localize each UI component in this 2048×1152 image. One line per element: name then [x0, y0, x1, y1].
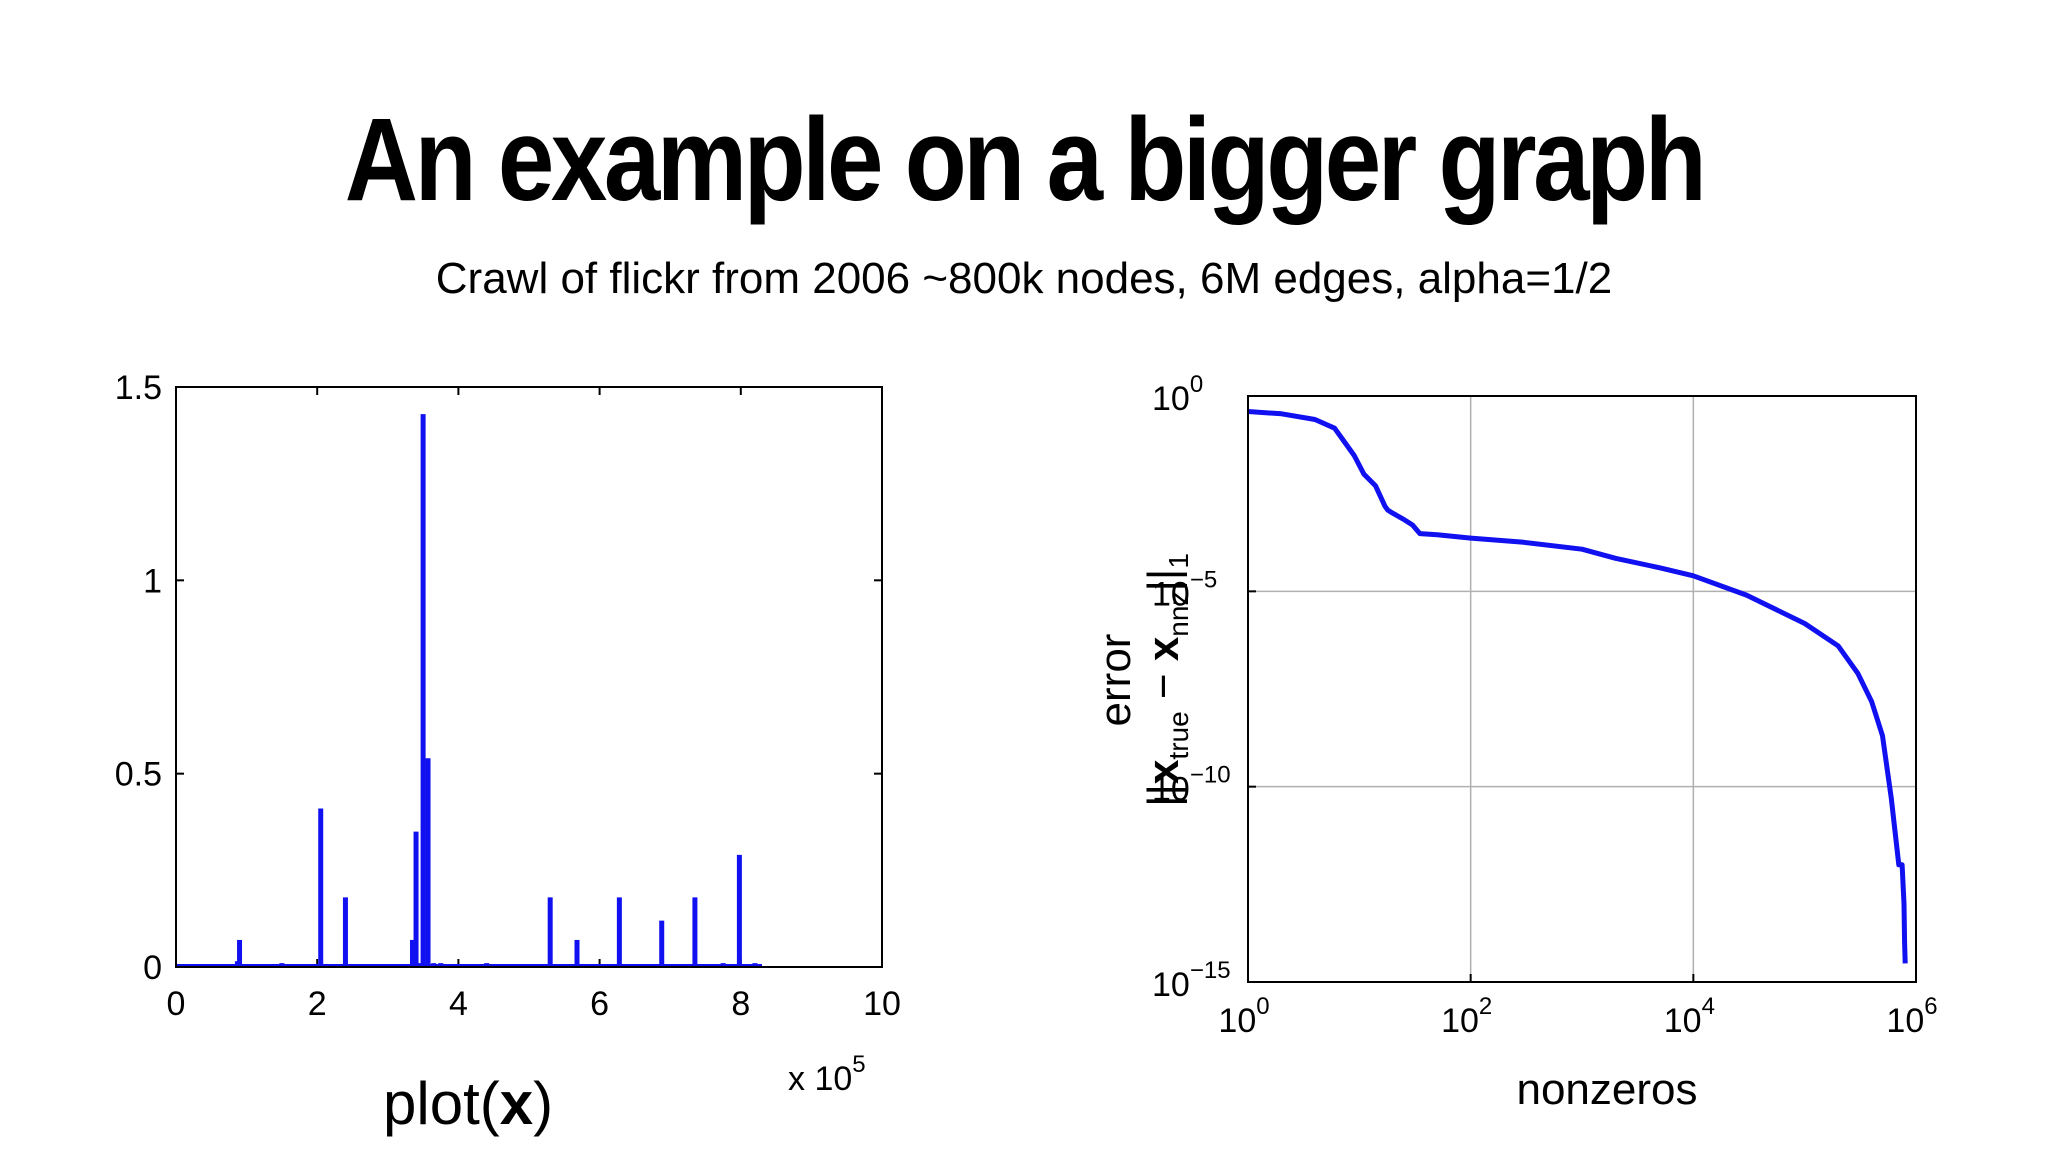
right-y-tick-label: 10−5	[1152, 566, 1217, 613]
left-chart-bars	[176, 414, 762, 968]
left-y-tick-label: 1.5	[115, 369, 162, 407]
right-x-tick-label: 102	[1441, 993, 1492, 1040]
left-x-tick-label: 6	[590, 985, 609, 1023]
left-y-tick-label: 1	[143, 562, 162, 600]
left-x-tick-label: 4	[449, 985, 468, 1023]
right-x-tick-label: 100	[1218, 993, 1269, 1040]
slide-subtitle: Crawl of flickr from 2006 ~800k nodes, 6…	[435, 254, 1613, 303]
left-chart-x-multiplier: x 105	[788, 1051, 866, 1098]
left-chart-x-tick-labels: 0 2 4 6 8 10	[167, 985, 901, 1023]
left-chart: 0 2 4 6 8 10 0 0.5 1 1.5 x 105 plot(x)	[115, 369, 901, 1137]
left-y-tick-label: 0	[143, 949, 162, 987]
y-axis-label-norm: ||xtrue − xnnz||1	[1139, 553, 1194, 807]
right-chart-x-axis-label: nonzeros	[1516, 1065, 1697, 1114]
right-chart-series-line	[1247, 409, 1908, 964]
left-chart-frame	[175, 386, 883, 968]
y-axis-label-error: error	[1091, 634, 1140, 727]
slide-title: An example on a bigger graph	[344, 94, 1707, 226]
right-x-tick-label: 104	[1664, 993, 1715, 1040]
left-x-tick-label: 0	[167, 985, 186, 1023]
right-y-tick-label: 10−15	[1152, 957, 1231, 1004]
left-x-tick-label: 8	[731, 985, 750, 1023]
right-chart-plot-area	[1248, 396, 1916, 982]
right-chart-y-axis-label: error ||xtrue − xnnz||1	[1091, 553, 1194, 807]
right-x-tick-label: 106	[1886, 993, 1937, 1040]
right-chart-frame	[1247, 395, 1917, 983]
right-y-tick-label: 10−10	[1152, 762, 1231, 809]
left-x-tick-label: 10	[863, 985, 901, 1023]
left-x-tick-label: 2	[308, 985, 327, 1023]
right-chart-x-tick-labels: 100 102 104 106	[1218, 993, 1937, 1040]
left-y-tick-label: 0.5	[115, 756, 162, 794]
right-y-tick-label: 100	[1152, 371, 1203, 418]
left-chart-caption: plot(x)	[383, 1070, 553, 1137]
left-chart-y-tick-labels: 0 0.5 1 1.5	[115, 369, 162, 987]
right-chart-y-tick-labels: 10−15 10−10 10−5 100	[1152, 371, 1231, 1004]
left-chart-ticks	[175, 386, 883, 968]
